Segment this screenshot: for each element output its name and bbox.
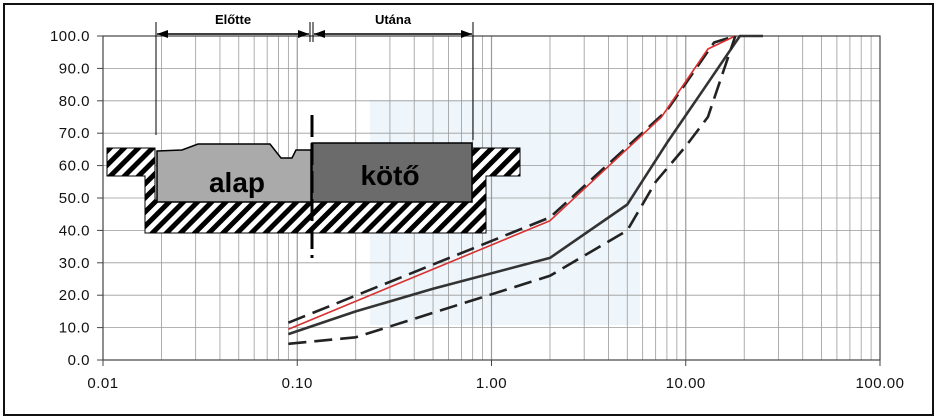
y-axis-ticks: 0.0 10.0 20.0 30.0 40.0 50.0 60.0 70.0 80.0 90.0 1… [50, 28, 103, 369]
grading-curve-3 [287, 34, 763, 336]
y-tick-label: 0.0 [68, 352, 90, 369]
hatched-subgrade [106, 147, 521, 234]
x-axis-ticks: 0.01 0.10 1.00 10.00 100.00 [87, 360, 904, 392]
y-tick-label: 90.0 [59, 60, 90, 77]
base-layer [156, 143, 312, 203]
y-tick-label: 70.0 [59, 125, 90, 142]
grading-curve-4 [288, 35, 737, 346]
binder-layer-label: kötő [360, 160, 419, 191]
x-tick-label: 10.00 [666, 375, 706, 392]
y-tick-label: 30.0 [59, 255, 90, 272]
before-label: Előtte [215, 12, 251, 27]
y-tick-label: 80.0 [59, 93, 90, 110]
layer-cross-section-inset: Előtte Utána alap kötő [106, 12, 521, 258]
before-arrow-right [298, 30, 309, 38]
y-tick-label: 100.0 [50, 28, 90, 45]
before-arrow-left [157, 30, 168, 38]
x-tick-label: 100.00 [856, 375, 905, 392]
grading-curve-2 [288, 35, 736, 330]
y-tick-label: 60.0 [59, 158, 90, 175]
base-layer-label: alap [209, 167, 265, 198]
y-tick-label: 50.0 [59, 190, 90, 207]
x-tick-label: 0.10 [282, 375, 313, 392]
y-tick-label: 20.0 [59, 287, 90, 304]
plot-area-border [102, 35, 881, 361]
grading-curves [287, 34, 763, 346]
y-tick-label: 10.0 [59, 320, 90, 337]
after-arrow-left [314, 30, 325, 38]
x-tick-label: 1.00 [476, 375, 507, 392]
grading-curve-1 [287, 34, 736, 324]
y-tick-label: 40.0 [59, 222, 90, 239]
after-arrow-right [461, 30, 472, 38]
x-tick-label: 0.01 [87, 375, 118, 392]
plot-frame [102, 35, 881, 361]
after-label: Utána [375, 12, 412, 27]
